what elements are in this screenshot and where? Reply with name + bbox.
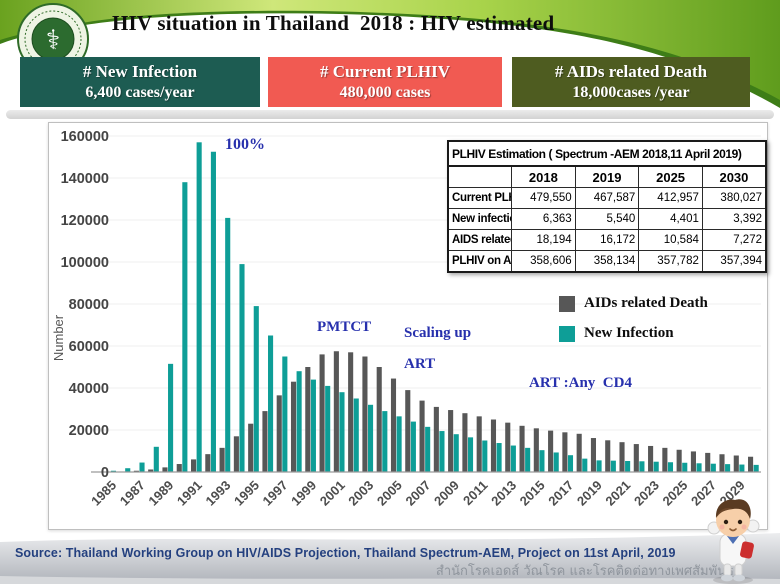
svg-text:120000: 120000 — [61, 213, 109, 229]
hiv-trend-bar-chart: 0 20000 40000 60000 80000 100000 120000 140000 1… — [51, 129, 761, 509]
table-cell-value: 357,394 — [701, 250, 767, 273]
svg-text:2003: 2003 — [345, 478, 376, 509]
svg-text:100000: 100000 — [61, 255, 109, 271]
table-row-label: Current PLHIV — [447, 187, 513, 209]
infection-series-swatch-icon — [559, 325, 575, 342]
table-header-row: 2018 2019 2025 2030 — [447, 165, 767, 188]
svg-text:2011: 2011 — [460, 478, 491, 509]
annotation-art: ART — [404, 356, 436, 372]
ministry-health-logo-icon: ⚕ — [17, 3, 89, 75]
table-row-label: AIDS related Death — [447, 229, 513, 251]
svg-text:2007: 2007 — [402, 478, 433, 509]
svg-text:2021: 2021 — [602, 478, 633, 509]
table-cell-value: 412,957 — [638, 187, 703, 209]
stat-box-aids-death: # AIDs related Death 18,000cases /year — [512, 57, 750, 107]
death-series-swatch-icon — [559, 295, 575, 312]
svg-text:1985: 1985 — [88, 478, 119, 509]
table-cell-value: 467,587 — [574, 187, 640, 209]
svg-text:1987: 1987 — [117, 478, 148, 509]
page-title: HIV situation in Thailand 2018 : HIV est… — [112, 11, 555, 35]
table-cell-value: 10,584 — [638, 229, 703, 251]
svg-text:1995: 1995 — [231, 478, 262, 509]
table-cell-value: 479,550 — [511, 187, 576, 209]
svg-text:2017: 2017 — [545, 478, 576, 509]
legend-label: AIDs related Death — [584, 295, 708, 311]
svg-text:2005: 2005 — [374, 478, 405, 509]
table-row: Current PLHIV479,550467,587412,957380,02… — [447, 187, 767, 209]
svg-text:1991: 1991 — [174, 478, 205, 509]
table-title: PLHIV Estimation ( Spectrum -AEM 2018,11… — [447, 140, 767, 167]
legend-item-aids-death: AIDs related Death — [559, 295, 708, 312]
table-cell-value: 358,134 — [574, 250, 640, 273]
legend-label: New Infection — [584, 325, 674, 341]
svg-text:2009: 2009 — [431, 478, 462, 509]
svg-text:2023: 2023 — [631, 478, 662, 509]
svg-text:60000: 60000 — [69, 339, 109, 355]
stat-box-label: # Current PLHIV — [319, 62, 450, 81]
table-row-label: New infections — [447, 208, 513, 230]
table-col-header: 2030 — [701, 165, 767, 188]
legend-item-new-infection: New Infection — [559, 325, 708, 342]
table-col-header — [447, 165, 513, 188]
table-cell-value: 4,401 — [638, 208, 703, 230]
stat-box-new-infection: # New Infection 6,400 cases/year — [20, 57, 260, 107]
svg-text:2019: 2019 — [574, 478, 605, 509]
table-col-header: 2018 — [511, 165, 576, 188]
thai-bureau-credit: สำนักโรคเอดส์ วัณโรค และโรคติดต่อทางเพศส… — [435, 564, 734, 579]
table-cell-value: 18,194 — [511, 229, 576, 251]
table-cell-value: 357,782 — [638, 250, 703, 273]
stat-box-current-plhiv: # Current PLHIV 480,000 cases — [268, 57, 502, 107]
source-citation: Source: Thailand Working Group on HIV/AI… — [15, 546, 676, 560]
table-cell-value: 16,172 — [574, 229, 640, 251]
svg-text:1997: 1997 — [260, 478, 291, 509]
stat-box-label: # New Infection — [82, 62, 198, 81]
svg-text:140000: 140000 — [61, 171, 109, 187]
table-cell-value: 6,363 — [511, 208, 576, 230]
svg-text:40000: 40000 — [69, 381, 109, 397]
chart-legend: AIDs related Death New Infection — [559, 295, 708, 342]
svg-text:2001: 2001 — [317, 478, 348, 509]
table-row-label: PLHIV on ART — [447, 250, 513, 273]
divider-strip — [6, 110, 774, 119]
stat-box-value: 18,000cases /year — [572, 84, 690, 101]
annotation-art-any-cd4: ART :Any CD4 — [529, 375, 632, 391]
stat-box-value: 6,400 cases/year — [85, 84, 195, 101]
svg-text:⚕: ⚕ — [46, 25, 61, 56]
table-cell-value: 5,540 — [574, 208, 640, 230]
svg-text:1993: 1993 — [202, 478, 233, 509]
table-cell-value: 380,027 — [701, 187, 767, 209]
svg-text:80000: 80000 — [69, 297, 109, 313]
annotation-100-percent: 100% — [225, 136, 265, 153]
table-col-header: 2025 — [638, 165, 703, 188]
svg-text:1989: 1989 — [145, 478, 176, 509]
svg-text:1999: 1999 — [288, 478, 319, 509]
svg-text:2025: 2025 — [659, 478, 690, 509]
stat-box-label: # AIDs related Death — [554, 62, 708, 81]
annotation-pmtct: PMTCT — [317, 319, 372, 335]
table-col-header: 2019 — [574, 165, 640, 188]
svg-text:Number: Number — [51, 314, 66, 361]
svg-text:0: 0 — [101, 465, 109, 481]
plhiv-estimation-table: PLHIV Estimation ( Spectrum -AEM 2018,11… — [447, 140, 767, 273]
svg-text:2013: 2013 — [488, 478, 519, 509]
table-cell-value: 7,272 — [701, 229, 767, 251]
svg-text:20000: 20000 — [69, 423, 109, 439]
doctor-mascot-icon — [707, 499, 760, 584]
table-cell-value: 3,392 — [701, 208, 767, 230]
svg-text:160000: 160000 — [61, 129, 109, 145]
svg-text:2015: 2015 — [517, 478, 548, 509]
table-row: AIDS related Death18,19416,17210,5847,27… — [447, 229, 767, 251]
stat-box-value: 480,000 cases — [339, 84, 431, 101]
table-title-row: PLHIV Estimation ( Spectrum -AEM 2018,11… — [447, 140, 767, 167]
table-cell-value: 358,606 — [511, 250, 576, 273]
chart-panel: 0 20000 40000 60000 80000 100000 120000 140000 1… — [48, 122, 768, 530]
annotation-scaling-up: Scaling up — [404, 325, 472, 341]
